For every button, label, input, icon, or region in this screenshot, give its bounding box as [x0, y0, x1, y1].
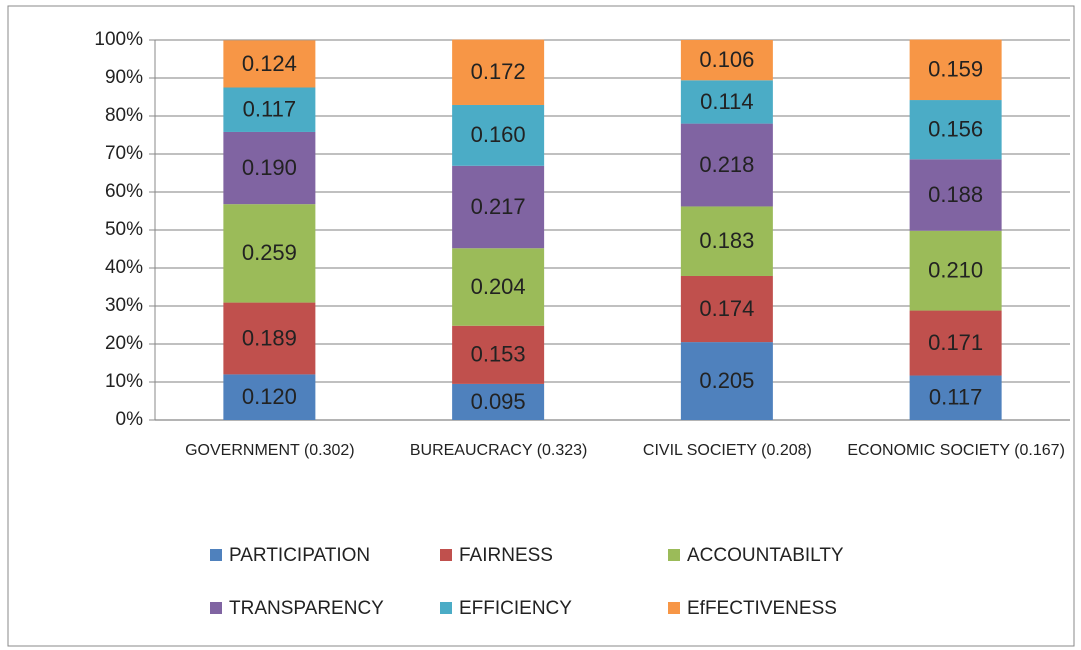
value-label: 0.117 — [929, 385, 982, 410]
legend-label: EfFECTIVENESS — [687, 598, 837, 619]
legend-swatch — [668, 549, 680, 561]
bar-segment — [680, 40, 773, 81]
y-tick-label: 60% — [105, 181, 143, 202]
value-label: 0.210 — [928, 257, 983, 282]
bar-segment — [223, 204, 316, 303]
legend-label: PARTICIPATION — [229, 545, 370, 566]
x-tick-label: GOVERNMENT (0.302) — [185, 442, 355, 459]
value-label: 0.205 — [699, 368, 754, 393]
bar-segment — [452, 39, 545, 105]
legend-label: TRANSPARENCY — [229, 598, 384, 619]
y-tick-label: 100% — [94, 29, 143, 50]
legend-swatch — [210, 602, 222, 614]
value-label: 0.171 — [928, 330, 983, 355]
bar-segment — [680, 123, 773, 207]
value-label: 0.153 — [471, 342, 526, 367]
legend-swatch — [440, 549, 452, 561]
y-tick-label: 0% — [116, 409, 144, 430]
value-label: 0.114 — [700, 89, 753, 114]
y-tick-label: 10% — [105, 371, 143, 392]
x-tick-label: BUREAUCRACY (0.323) — [409, 442, 588, 459]
value-label: 0.156 — [928, 116, 983, 141]
y-tick-label: 90% — [105, 67, 143, 88]
value-label: 0.124 — [242, 51, 297, 76]
value-label: 0.190 — [242, 155, 297, 180]
value-label: 0.204 — [471, 274, 526, 299]
legend-label: EFFICIENCY — [459, 598, 572, 619]
y-tick-label: 70% — [105, 143, 143, 164]
y-tick-label: 40% — [105, 257, 143, 278]
bar-segment — [452, 383, 545, 420]
value-label: 0.189 — [242, 325, 297, 350]
x-tick-label: CIVIL SOCIETY (0.208) — [642, 442, 812, 459]
bar-segment — [909, 230, 1002, 311]
value-label: 0.217 — [471, 194, 526, 219]
legend-swatch — [210, 549, 222, 561]
bar-segment — [909, 39, 1002, 101]
x-tick-label: ECONOMIC SOCIETY (0.167) — [847, 442, 1065, 459]
value-label: 0.218 — [699, 152, 754, 177]
value-label: 0.183 — [699, 228, 754, 253]
value-label: 0.188 — [928, 182, 983, 207]
y-tick-label: 50% — [105, 219, 143, 240]
bar-segment — [909, 100, 1002, 160]
bar-segment — [223, 131, 316, 205]
bar-segment — [452, 104, 545, 166]
y-tick-label: 30% — [105, 295, 143, 316]
value-label: 0.120 — [242, 384, 297, 409]
value-label: 0.106 — [699, 47, 754, 72]
legend-label: FAIRNESS — [459, 545, 553, 566]
bar-segment — [680, 80, 773, 124]
legend-swatch — [440, 602, 452, 614]
y-tick-label: 80% — [105, 105, 143, 126]
bar-segment — [452, 248, 545, 326]
bar-segment — [909, 310, 1002, 376]
value-label: 0.174 — [699, 296, 754, 321]
bar-segment — [223, 87, 316, 132]
value-label: 0.095 — [471, 389, 526, 414]
bar-segment — [909, 159, 1002, 231]
value-label: 0.172 — [471, 59, 526, 84]
bar-segment — [680, 342, 773, 420]
bar-segment — [680, 275, 773, 343]
legend-swatch — [668, 602, 680, 614]
bar-segment — [223, 374, 316, 420]
legend-label: ACCOUNTABILTY — [687, 545, 844, 566]
bar-segment — [452, 325, 545, 384]
bar-segment — [223, 40, 316, 88]
bar-segment — [223, 302, 316, 375]
bar-segment — [680, 206, 773, 276]
value-label: 0.117 — [243, 97, 296, 122]
bar-segment — [909, 375, 1002, 420]
y-tick-label: 20% — [105, 333, 143, 354]
value-label: 0.160 — [471, 122, 526, 147]
bar-segment — [452, 165, 545, 249]
value-label: 0.259 — [242, 240, 297, 265]
value-label: 0.159 — [928, 57, 983, 82]
